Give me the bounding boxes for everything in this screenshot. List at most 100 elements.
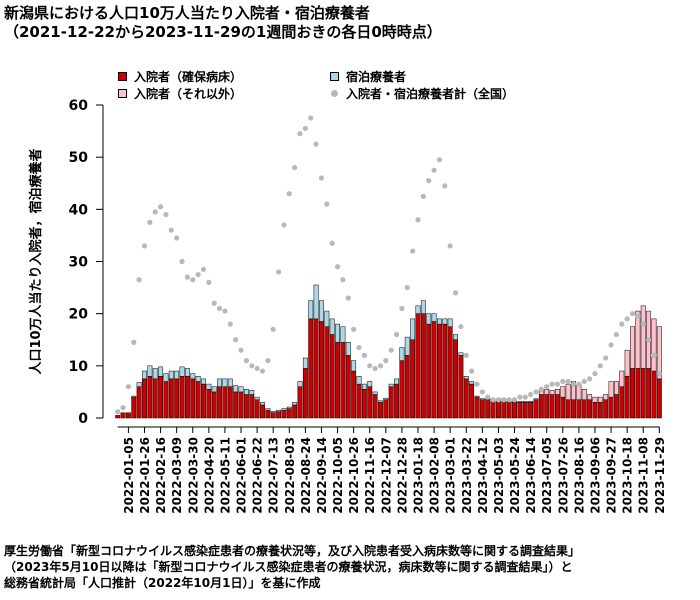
bar-hospitalized-severe: [490, 399, 496, 419]
bar-hospitalized-other: [619, 370, 625, 387]
bar-hotel: [324, 310, 330, 327]
bar-hotel: [335, 323, 341, 343]
point-total-national: [147, 219, 153, 225]
bar-hospitalized-severe: [136, 386, 142, 419]
bar-hospitalized-other: [549, 390, 555, 395]
point-total-national: [324, 201, 330, 207]
point-total-national: [490, 397, 496, 403]
bar-hotel: [190, 373, 196, 380]
bar-hospitalized-other: [587, 394, 593, 400]
bar-hospitalized-severe: [463, 378, 469, 419]
bar-hospitalized-severe: [319, 321, 324, 419]
bar-hotel: [340, 326, 346, 343]
bar-hotel: [292, 402, 298, 406]
bar-hospitalized-severe: [415, 313, 421, 419]
bar-hotel: [195, 376, 201, 382]
point-total-national: [361, 352, 367, 358]
bar-hotel: [222, 378, 228, 387]
y-axis-label: 人口10万人当たり入院者，宿泊療養者: [28, 148, 44, 374]
bar-hospitalized-severe: [222, 386, 228, 419]
bar-hospitalized-severe: [560, 396, 566, 419]
bar-hotel: [479, 398, 485, 400]
point-total-national: [479, 389, 485, 395]
point-total-national: [538, 386, 544, 392]
point-total-national: [485, 394, 491, 400]
bar-hospitalized-severe: [640, 368, 646, 419]
point-total-national: [120, 404, 126, 411]
bar-hospitalized-severe: [426, 323, 432, 419]
point-total-national: [458, 324, 464, 330]
point-total-national: [141, 243, 148, 249]
bar-hospitalized-severe: [399, 360, 405, 419]
bar-hotel: [260, 402, 265, 406]
bar-hospitalized-severe: [544, 394, 550, 419]
bar-hospitalized-severe: [313, 318, 319, 419]
point-total-national: [136, 277, 142, 283]
x-tick-label: 2022-09-14: [315, 437, 329, 514]
bar-hotel: [431, 313, 437, 322]
bar-hospitalized-severe: [163, 381, 169, 419]
y-tick-label: 40: [69, 202, 89, 218]
bar-hospitalized-severe: [158, 376, 164, 419]
bar-hotel: [329, 318, 335, 335]
bar-hotel: [286, 406, 292, 409]
point-total-national: [351, 326, 357, 332]
point-total-national: [222, 308, 228, 314]
x-tick-label: 2022-01-05: [122, 437, 136, 514]
point-total-national: [179, 258, 185, 265]
y-tick-label: 0: [78, 411, 88, 427]
point-total-national: [281, 222, 287, 228]
bar-hotel: [179, 366, 185, 377]
bar-hotel: [437, 318, 442, 325]
bar-hotel: [463, 376, 469, 380]
point-total-national: [163, 211, 169, 218]
x-tick-label: 2022-07-13: [267, 437, 281, 514]
bar-hotel: [394, 378, 400, 385]
bar-hospitalized-severe: [635, 368, 641, 419]
bar-hotel: [174, 370, 180, 380]
point-total-national: [249, 363, 255, 369]
bar-hotel: [297, 381, 303, 387]
bar-hotel: [211, 386, 217, 393]
bar-hospitalized-severe: [270, 412, 276, 419]
bar-hotel: [142, 370, 147, 380]
point-total-national: [576, 381, 582, 387]
bar-hospitalized-severe: [651, 370, 657, 419]
bar-hotel: [361, 383, 367, 390]
legend-swatch: [330, 72, 339, 81]
bar-hospitalized-severe: [603, 399, 609, 419]
point-total-national: [560, 378, 566, 385]
bar-hospitalized-severe: [646, 368, 652, 419]
bar-hospitalized-severe: [206, 389, 212, 419]
x-tick-label: 2023-07-26: [556, 437, 570, 514]
bar-hospitalized-severe: [190, 378, 196, 419]
bar-hotel: [265, 408, 271, 411]
bar-hotel: [517, 401, 523, 403]
point-total-national: [174, 235, 180, 241]
bar-hospitalized-severe: [195, 381, 201, 419]
bar-hospitalized-severe: [581, 399, 587, 419]
bar-hospitalized-severe: [394, 383, 400, 419]
point-total-national: [115, 409, 121, 415]
bar-hospitalized-severe: [549, 394, 555, 419]
y-tick-label: 60: [69, 98, 89, 114]
point-total-national: [517, 394, 523, 400]
point-total-national: [238, 347, 244, 353]
bar-hospitalized-severe: [324, 326, 330, 419]
bar-hospitalized-severe: [630, 368, 635, 419]
bar-hospitalized-severe: [201, 383, 206, 419]
bar-hospitalized-other: [560, 386, 566, 398]
bar-hospitalized-severe: [233, 391, 239, 419]
bar-hotel: [276, 409, 282, 412]
x-tick-label: 2023-07-05: [540, 437, 554, 514]
point-total-national: [286, 191, 292, 197]
legend-swatch: [331, 90, 338, 97]
bar-hospitalized-other: [592, 396, 598, 403]
bar-hospitalized-severe: [217, 386, 223, 419]
x-tick-label: 2022-03-30: [186, 437, 200, 514]
bar-hospitalized-severe: [437, 323, 442, 419]
x-tick-label: 2022-12-28: [395, 437, 409, 514]
bar-hotel: [378, 400, 383, 403]
x-tick-label: 2023-09-27: [605, 437, 619, 514]
bar-hospitalized-severe: [597, 402, 603, 419]
